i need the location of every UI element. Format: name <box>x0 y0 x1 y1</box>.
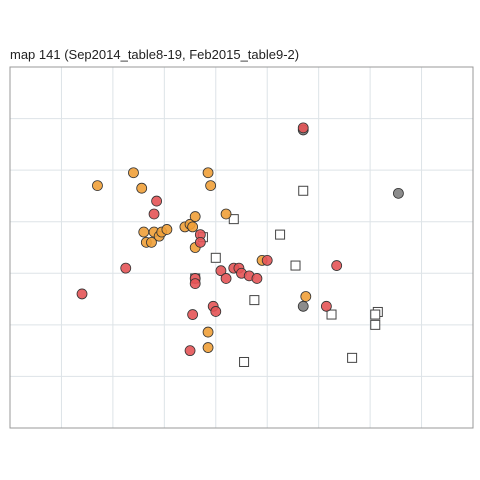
red-point <box>187 309 199 320</box>
orange-point <box>202 167 214 179</box>
orange-point <box>205 180 217 192</box>
orange-point <box>202 342 214 353</box>
grid-lines <box>10 67 473 428</box>
orange-point <box>136 182 148 194</box>
red-point <box>194 236 206 248</box>
square-point <box>298 185 309 196</box>
red-point <box>220 273 232 284</box>
grey-point <box>297 300 309 312</box>
orange-point <box>300 291 312 302</box>
red-point <box>184 345 196 357</box>
orange-point <box>128 167 139 179</box>
orange-point <box>220 208 232 220</box>
square-point <box>210 252 221 263</box>
red-point <box>148 208 160 220</box>
chart-title: map 141 (Sep2014_table8-19, Feb2015_tabl… <box>10 47 300 62</box>
red-point <box>151 195 163 207</box>
square-point <box>275 229 286 240</box>
red-point <box>320 300 332 312</box>
orange-point <box>146 236 157 248</box>
red-point <box>215 265 227 277</box>
red-point <box>120 262 132 274</box>
orange-point <box>202 326 214 338</box>
square-point <box>239 356 250 367</box>
square-point <box>290 260 301 271</box>
plot-panel-border <box>9 66 474 429</box>
red-point <box>76 288 88 300</box>
square-point <box>370 319 381 330</box>
data-points <box>76 122 404 367</box>
square-point <box>370 309 381 320</box>
red-point <box>261 254 273 266</box>
red-point <box>210 306 222 317</box>
square-point <box>326 309 337 320</box>
red-point <box>189 278 201 290</box>
red-point <box>251 273 263 284</box>
square-point <box>249 295 260 306</box>
orange-point <box>187 221 199 233</box>
orange-point <box>138 226 150 238</box>
orange-point <box>189 211 201 222</box>
red-point <box>331 260 343 271</box>
square-point <box>228 214 239 225</box>
red-point <box>297 122 309 134</box>
orange-point <box>92 180 103 192</box>
orange-point <box>161 224 173 235</box>
square-point <box>347 352 358 363</box>
grey-point <box>393 187 404 199</box>
